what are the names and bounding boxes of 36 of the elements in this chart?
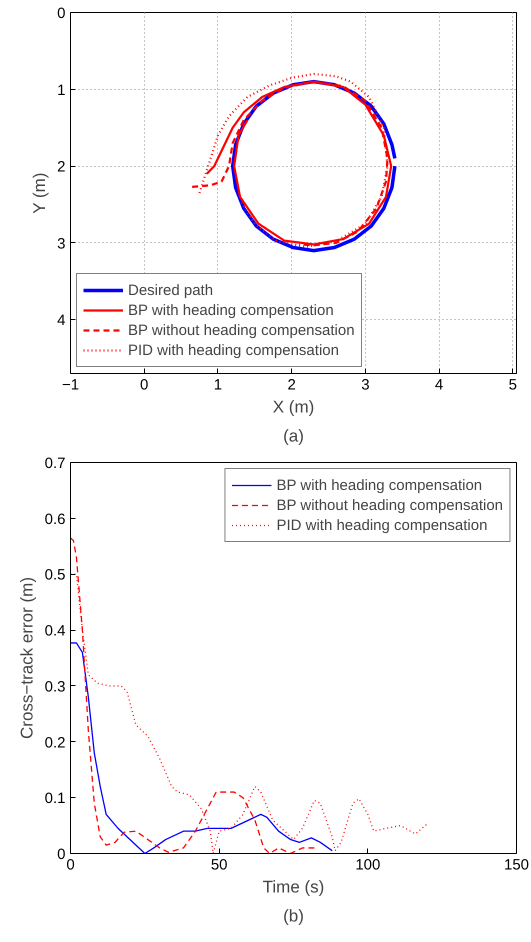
- legend-label: BP without heading compensation: [128, 322, 355, 338]
- text: (a): [283, 426, 304, 446]
- x-tick-label: −1: [62, 376, 80, 394]
- text: (b): [283, 906, 304, 926]
- x-tick-label: 3: [361, 376, 370, 394]
- legend-label: PID with heading compensation: [128, 342, 339, 358]
- legend-label: PID with heading compensation: [276, 516, 488, 534]
- y-tick-label: 0.2: [44, 734, 66, 752]
- legend-label: Desired path: [128, 282, 214, 298]
- y-tick-label: 0.1: [44, 790, 66, 808]
- y-tick-label: 3: [57, 235, 66, 252]
- y-axis-title: Y (m): [30, 172, 50, 214]
- y-tick-label: 4: [57, 312, 66, 330]
- y-tick-label: 0: [57, 5, 66, 22]
- x-tick-label: 50: [210, 856, 228, 874]
- y-tick-label: 0.3: [44, 678, 66, 696]
- y-tick-label: 0.7: [44, 455, 66, 472]
- x-tick-label: 150: [504, 856, 530, 874]
- y-tick-label: 0: [57, 846, 66, 863]
- x-axis-title: X (m): [272, 398, 314, 416]
- x-tick-label: 1: [214, 376, 222, 394]
- x-tick-label: 100: [355, 856, 380, 874]
- x-tick-label: 0: [140, 376, 148, 394]
- y-tick-label: 0.4: [44, 622, 66, 640]
- legend-label: BP without heading compensation: [276, 496, 503, 514]
- y-axis-title: Cross−track error (m): [18, 577, 37, 739]
- y-tick-label: 1: [57, 82, 66, 99]
- legend-label: BP with heading compensation: [128, 302, 334, 318]
- y-tick-label: 0.6: [44, 510, 66, 528]
- legend-label: BP with heading compensation: [276, 476, 482, 494]
- y-tick-label: 0.5: [44, 566, 66, 584]
- x-tick-label: 4: [434, 376, 444, 394]
- y-tick-label: 2: [57, 158, 66, 176]
- x-axis-title: Time (s): [262, 878, 324, 896]
- x-tick-label: 2: [287, 376, 296, 394]
- x-tick-label: 5: [508, 376, 517, 394]
